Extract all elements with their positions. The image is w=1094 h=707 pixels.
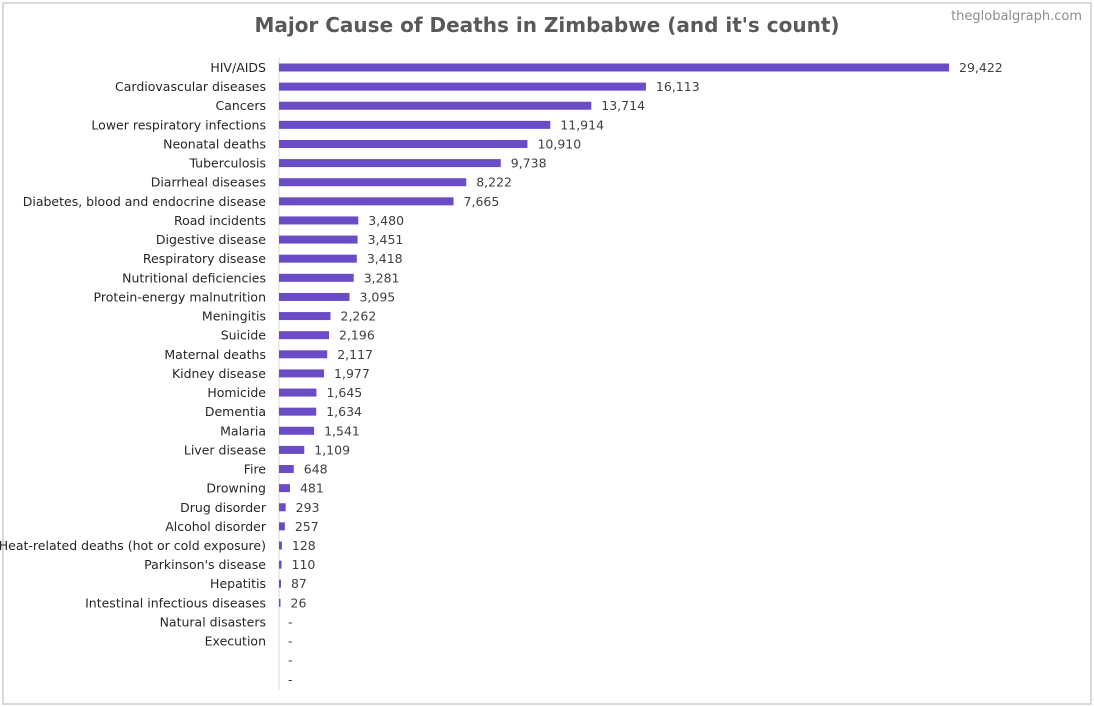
- data-label: 2,117: [337, 347, 373, 362]
- category-label: Cardiovascular diseases: [115, 79, 266, 94]
- category-label: Fire: [244, 462, 267, 477]
- category-label: Drowning: [206, 481, 266, 496]
- data-label: -: [288, 614, 293, 629]
- data-label: -: [288, 634, 293, 649]
- category-label: Protein-energy malnutrition: [94, 289, 266, 304]
- bar: [279, 331, 330, 340]
- bar: [279, 598, 281, 607]
- bar: [279, 350, 328, 359]
- category-label: Natural disasters: [160, 614, 266, 629]
- category-label: Parkinson's disease: [144, 557, 266, 572]
- watermark: theglobalgraph.com: [951, 9, 1082, 24]
- data-label: 7,665: [464, 194, 500, 209]
- data-label: 3,480: [368, 213, 404, 228]
- bar: [279, 388, 317, 397]
- chart-title: Major Cause of Deaths in Zimbabwe (and i…: [254, 13, 840, 37]
- category-label: Neonatal deaths: [163, 136, 266, 151]
- category-label: Drug disorder: [180, 500, 267, 515]
- data-label: 13,714: [601, 98, 645, 113]
- category-label: Road incidents: [174, 213, 266, 228]
- category-label: Meningitis: [202, 309, 266, 324]
- data-label: 128: [292, 538, 316, 553]
- category-label: Cancers: [215, 98, 266, 113]
- data-label: 87: [291, 576, 307, 591]
- data-label: 293: [296, 500, 320, 515]
- category-label: Hepatitis: [210, 576, 266, 591]
- data-label: 2,262: [341, 309, 377, 324]
- bar: [279, 541, 282, 550]
- data-label: 8,222: [476, 175, 512, 190]
- bar: [279, 445, 305, 454]
- bar: [279, 197, 454, 206]
- bar: [279, 369, 325, 378]
- bar: [279, 82, 646, 91]
- data-label: 257: [295, 519, 319, 534]
- data-label: 110: [292, 557, 316, 572]
- bar: [279, 560, 282, 569]
- data-label: 3,281: [364, 270, 400, 285]
- data-label: 1,977: [334, 366, 370, 381]
- bar: [279, 503, 286, 512]
- category-label: Dementia: [205, 404, 266, 419]
- category-label: Liver disease: [184, 442, 266, 457]
- category-label: Intestinal infectious diseases: [85, 595, 266, 610]
- data-label: 1,634: [326, 404, 362, 419]
- bar: [279, 407, 317, 416]
- data-label: -: [288, 653, 293, 668]
- data-label: 2,196: [339, 328, 375, 343]
- data-label: 10,910: [537, 136, 581, 151]
- category-label: HIV/AIDS: [210, 60, 266, 75]
- data-label: 1,645: [326, 385, 362, 400]
- category-label: Respiratory disease: [143, 251, 266, 266]
- data-label: 648: [304, 462, 328, 477]
- bar: [279, 254, 357, 263]
- data-label: 29,422: [959, 60, 1003, 75]
- bar: [279, 216, 359, 225]
- bar: [279, 159, 501, 168]
- data-label: 11,914: [560, 117, 604, 132]
- bar: [279, 579, 281, 588]
- data-label: 16,113: [656, 79, 700, 94]
- data-label: 26: [291, 595, 307, 610]
- bar: [279, 178, 467, 187]
- category-label: Lower respiratory infections: [91, 117, 266, 132]
- bar: [279, 292, 350, 301]
- bar: [279, 465, 294, 474]
- data-label: 3,418: [367, 251, 403, 266]
- bar: [279, 120, 551, 129]
- category-label: Homicide: [207, 385, 266, 400]
- bar: [279, 484, 290, 493]
- category-label: Digestive disease: [156, 232, 266, 247]
- category-label: Heat-related deaths (hot or cold exposur…: [0, 538, 266, 553]
- bar: [279, 426, 315, 435]
- category-label: Malaria: [220, 423, 266, 438]
- bar: [279, 312, 331, 321]
- data-label: 9,738: [511, 156, 547, 171]
- category-label: Diabetes, blood and endocrine disease: [23, 194, 267, 209]
- data-label: 481: [300, 481, 324, 496]
- category-label: Kidney disease: [172, 366, 266, 381]
- bar: [279, 522, 285, 531]
- category-label: Diarrheal diseases: [151, 175, 266, 190]
- bar: [279, 273, 354, 282]
- bar: [279, 139, 528, 148]
- category-label: Maternal deaths: [164, 347, 266, 362]
- data-label: 1,541: [324, 423, 360, 438]
- data-label: 3,451: [368, 232, 404, 247]
- category-label: Alcohol disorder: [165, 519, 267, 534]
- data-label: 1,109: [314, 442, 350, 457]
- bar: [279, 63, 949, 72]
- category-label: Nutritional deficiencies: [122, 270, 266, 285]
- data-label: 3,095: [359, 289, 395, 304]
- bar: [279, 235, 358, 244]
- category-label: Execution: [205, 634, 266, 649]
- category-label: Suicide: [221, 328, 267, 343]
- data-label: -: [288, 672, 293, 687]
- bar: [279, 101, 592, 110]
- category-label: Tuberculosis: [188, 156, 266, 171]
